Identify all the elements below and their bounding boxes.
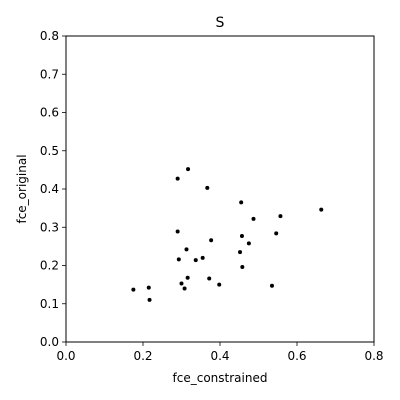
data-point	[175, 229, 180, 234]
y-tick-label: 0.1	[40, 297, 59, 311]
data-point	[185, 275, 190, 280]
data-point	[274, 231, 279, 236]
x-axis-label: fce_constrained	[173, 371, 268, 385]
data-point	[175, 176, 180, 181]
data-point	[251, 216, 256, 221]
data-point	[209, 238, 214, 243]
y-tick-label: 0.2	[40, 259, 59, 273]
x-tick-label: 0.6	[287, 349, 306, 363]
data-point	[182, 286, 187, 291]
data-points	[131, 167, 324, 302]
y-tick-label: 0.3	[40, 220, 59, 234]
data-point	[186, 167, 191, 172]
data-point	[176, 257, 181, 262]
data-point	[269, 283, 274, 288]
y-tick-label: 0.7	[40, 67, 59, 81]
data-point	[207, 276, 212, 281]
x-tick-label: 0.8	[364, 349, 383, 363]
data-point	[146, 285, 151, 290]
data-point	[193, 258, 198, 263]
x-axis-ticks: 0.0 0.2 0.4 0.6 0.8	[56, 342, 384, 363]
data-point	[179, 281, 184, 286]
x-tick-label: 0.0	[56, 349, 75, 363]
x-tick-label: 0.2	[133, 349, 152, 363]
data-point	[239, 200, 244, 205]
y-axis-ticks: 0.0 0.1 0.2 0.3 0.4 0.5 0.6 0.7 0.8	[40, 29, 66, 349]
data-point	[278, 214, 283, 219]
chart-title: S	[216, 15, 225, 31]
data-point	[184, 247, 189, 252]
x-tick-label: 0.4	[210, 349, 229, 363]
data-point	[131, 287, 136, 292]
y-tick-label: 0.4	[40, 182, 59, 196]
data-point	[238, 250, 243, 255]
data-point	[239, 234, 244, 239]
y-axis-label: fce_original	[15, 154, 29, 223]
y-tick-label: 0.6	[40, 106, 59, 120]
data-point	[319, 207, 324, 212]
data-point	[246, 241, 251, 246]
y-tick-label: 0.0	[40, 335, 59, 349]
data-point	[205, 185, 210, 190]
data-point	[147, 297, 152, 302]
data-point	[200, 255, 205, 260]
y-tick-label: 0.8	[40, 29, 59, 43]
y-tick-label: 0.5	[40, 144, 59, 158]
data-point	[240, 265, 245, 270]
data-point	[217, 282, 222, 287]
